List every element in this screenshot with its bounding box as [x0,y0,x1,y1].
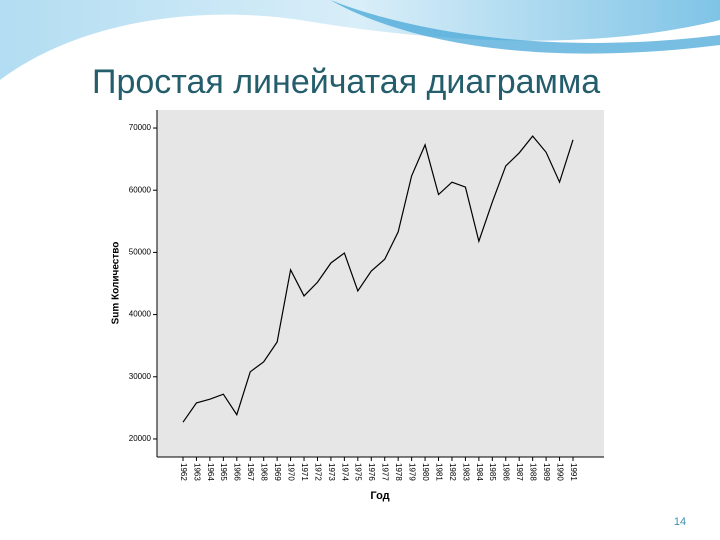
x-tick-label: 1980 [421,463,430,481]
y-tick-label: 50000 [129,248,152,257]
x-tick-label: 1988 [529,463,538,481]
decor-swoosh-line [330,0,720,54]
x-tick-label: 1977 [381,463,390,481]
y-tick-label: 60000 [129,185,152,194]
line-series [182,135,574,423]
x-tick-label: 1983 [461,463,470,481]
x-tick-label: 1972 [313,463,322,481]
x-axis-label: Год [370,490,389,502]
x-tick-label: 1976 [367,463,376,481]
y-tick-label: 40000 [129,310,152,319]
x-tick-label: 1982 [448,463,457,481]
x-tick-label: 1967 [246,463,255,481]
y-tick-label: 70000 [129,123,152,132]
x-tick-label: 1985 [488,463,497,481]
page-number: 14 [674,516,686,528]
x-tick-label: 1984 [475,463,484,481]
x-tick-label: 1964 [206,463,215,481]
y-tick-label: 30000 [129,372,152,381]
x-tick-label: 1966 [233,463,242,481]
x-tick-label: 1978 [394,463,403,481]
x-tick-label: 1974 [340,463,349,481]
x-tick-label: 1970 [286,463,295,481]
x-tick-label: 1989 [542,463,551,481]
x-tick-label: 1971 [300,463,309,481]
x-tick-label: 1962 [179,463,188,481]
x-tick-label: 1991 [569,463,578,481]
y-tick-label: 20000 [129,434,152,443]
x-tick-label: 1990 [555,463,564,481]
y-axis-label: Sum Количество [111,242,122,325]
plot-area [157,110,604,457]
x-tick-label: 1979 [408,463,417,481]
x-tick-label: 1973 [327,463,336,481]
x-tick-label: 1986 [502,463,511,481]
x-tick-label: 1987 [515,463,524,481]
x-tick-label: 1968 [260,463,269,481]
slide-title: Простая линейчатая диаграмма [92,63,600,101]
x-tick-label: 1969 [273,463,282,481]
x-tick-label: 1981 [434,463,443,481]
x-tick-label: 1963 [192,463,201,481]
decor-swoosh [0,0,720,80]
x-tick-label: 1965 [219,463,228,481]
x-tick-label: 1975 [354,463,363,481]
